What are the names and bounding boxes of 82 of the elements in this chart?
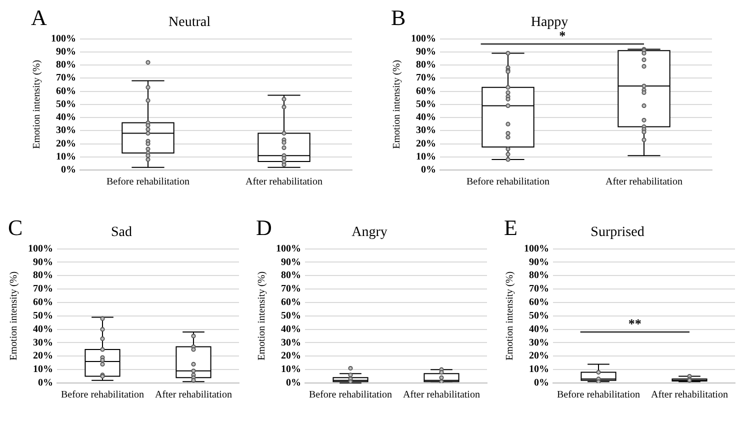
y-tick-label: 30% — [529, 337, 549, 348]
y-tick-label: 0% — [38, 378, 53, 389]
y-tick-label: 70% — [33, 284, 53, 295]
y-tick-label: 60% — [529, 297, 549, 308]
x-tick-label: Before rehabilitation — [466, 176, 550, 188]
y-tick-label: 80% — [56, 60, 76, 71]
y-tick-label: 100% — [524, 243, 549, 254]
y-tick-label: 50% — [33, 310, 53, 322]
y-tick-label: 10% — [529, 364, 549, 376]
y-tick-label: 20% — [33, 350, 53, 362]
y-tick-label: 50% — [529, 310, 549, 322]
y-tick-label: 60% — [281, 297, 301, 308]
x-tick-label: After rehabilitation — [403, 390, 480, 401]
y-tick-label: 100% — [28, 243, 53, 254]
chart-title: Neutral — [168, 15, 211, 30]
y-tick-label: 40% — [33, 324, 53, 335]
y-tick-label: 40% — [281, 324, 301, 335]
y-axis-title: Emotion intensity (%) — [32, 60, 43, 149]
y-tick-label: 60% — [56, 86, 76, 97]
y-tick-label: 50% — [281, 310, 301, 322]
y-tick-label: 100% — [51, 33, 76, 44]
chart-title: Surprised — [590, 225, 644, 240]
y-tick-label: 100% — [276, 243, 301, 254]
x-tick-label: Before rehabilitation — [60, 390, 144, 401]
text: B — [391, 4, 406, 30]
y-tick-label: 90% — [33, 256, 53, 268]
y-tick-label: 80% — [281, 270, 301, 282]
y-tick-label: 80% — [416, 60, 436, 71]
chart-title: Sad — [111, 225, 132, 240]
x-tick-label: Before rehabilitation — [308, 390, 392, 401]
y-tick-label: 30% — [281, 337, 301, 348]
y-tick-label: 40% — [529, 324, 549, 335]
y-tick-label: 30% — [416, 125, 436, 136]
y-tick-label: 80% — [33, 270, 53, 282]
x-tick-label: After rehabilitation — [155, 390, 232, 401]
y-tick-label: 0% — [421, 164, 436, 176]
y-tick-label: 40% — [56, 112, 76, 124]
x-tick-label: After rehabilitation — [246, 176, 322, 188]
y-tick-label: 70% — [416, 72, 436, 84]
y-axis-title: Emotion intensity (%) — [256, 271, 268, 360]
chart-title: Happy — [530, 15, 568, 30]
text: C — [8, 214, 23, 240]
x-tick-label: After rehabilitation — [651, 390, 728, 401]
y-tick-label: 20% — [281, 350, 301, 362]
y-tick-label: 40% — [416, 112, 436, 124]
y-tick-label: 20% — [529, 350, 549, 362]
y-tick-label: 10% — [56, 151, 76, 162]
y-tick-label: 50% — [416, 98, 436, 110]
text: A — [31, 4, 47, 30]
y-tick-label: 0% — [61, 164, 76, 176]
chart-title: Angry — [352, 225, 388, 240]
y-tick-label: 70% — [529, 284, 549, 295]
y-tick-label: 80% — [529, 270, 549, 282]
annotation: * — [559, 28, 566, 43]
text: D — [256, 214, 272, 240]
y-tick-label: 90% — [56, 46, 76, 58]
x-tick-label: After rehabilitation — [606, 176, 682, 188]
x-tick-label: Before rehabilitation — [556, 390, 640, 401]
y-tick-label: 90% — [529, 256, 549, 268]
y-tick-label: 0% — [286, 378, 301, 389]
annotation: ** — [628, 316, 642, 331]
y-tick-label: 50% — [56, 98, 76, 110]
text: E — [504, 214, 518, 240]
y-axis-title: Emotion intensity (%) — [392, 60, 403, 149]
y-tick-label: 30% — [33, 337, 53, 348]
y-tick-label: 10% — [33, 364, 53, 376]
y-tick-label: 90% — [416, 46, 436, 58]
y-axis-title: Emotion intensity (%) — [8, 271, 20, 360]
y-tick-label: 60% — [33, 297, 53, 308]
y-tick-label: 70% — [281, 284, 301, 295]
y-tick-label: 30% — [56, 125, 76, 136]
y-tick-label: 0% — [534, 378, 549, 389]
y-tick-label: 60% — [416, 86, 436, 97]
y-axis-title: Emotion intensity (%) — [504, 271, 516, 360]
y-tick-label: 90% — [281, 256, 301, 268]
y-tick-label: 100% — [411, 33, 436, 44]
y-tick-label: 10% — [416, 151, 436, 162]
y-tick-label: 70% — [56, 72, 76, 84]
x-tick-label: Before rehabilitation — [106, 176, 190, 188]
y-tick-label: 20% — [416, 138, 436, 150]
y-tick-label: 20% — [56, 138, 76, 150]
y-tick-label: 10% — [281, 364, 301, 376]
